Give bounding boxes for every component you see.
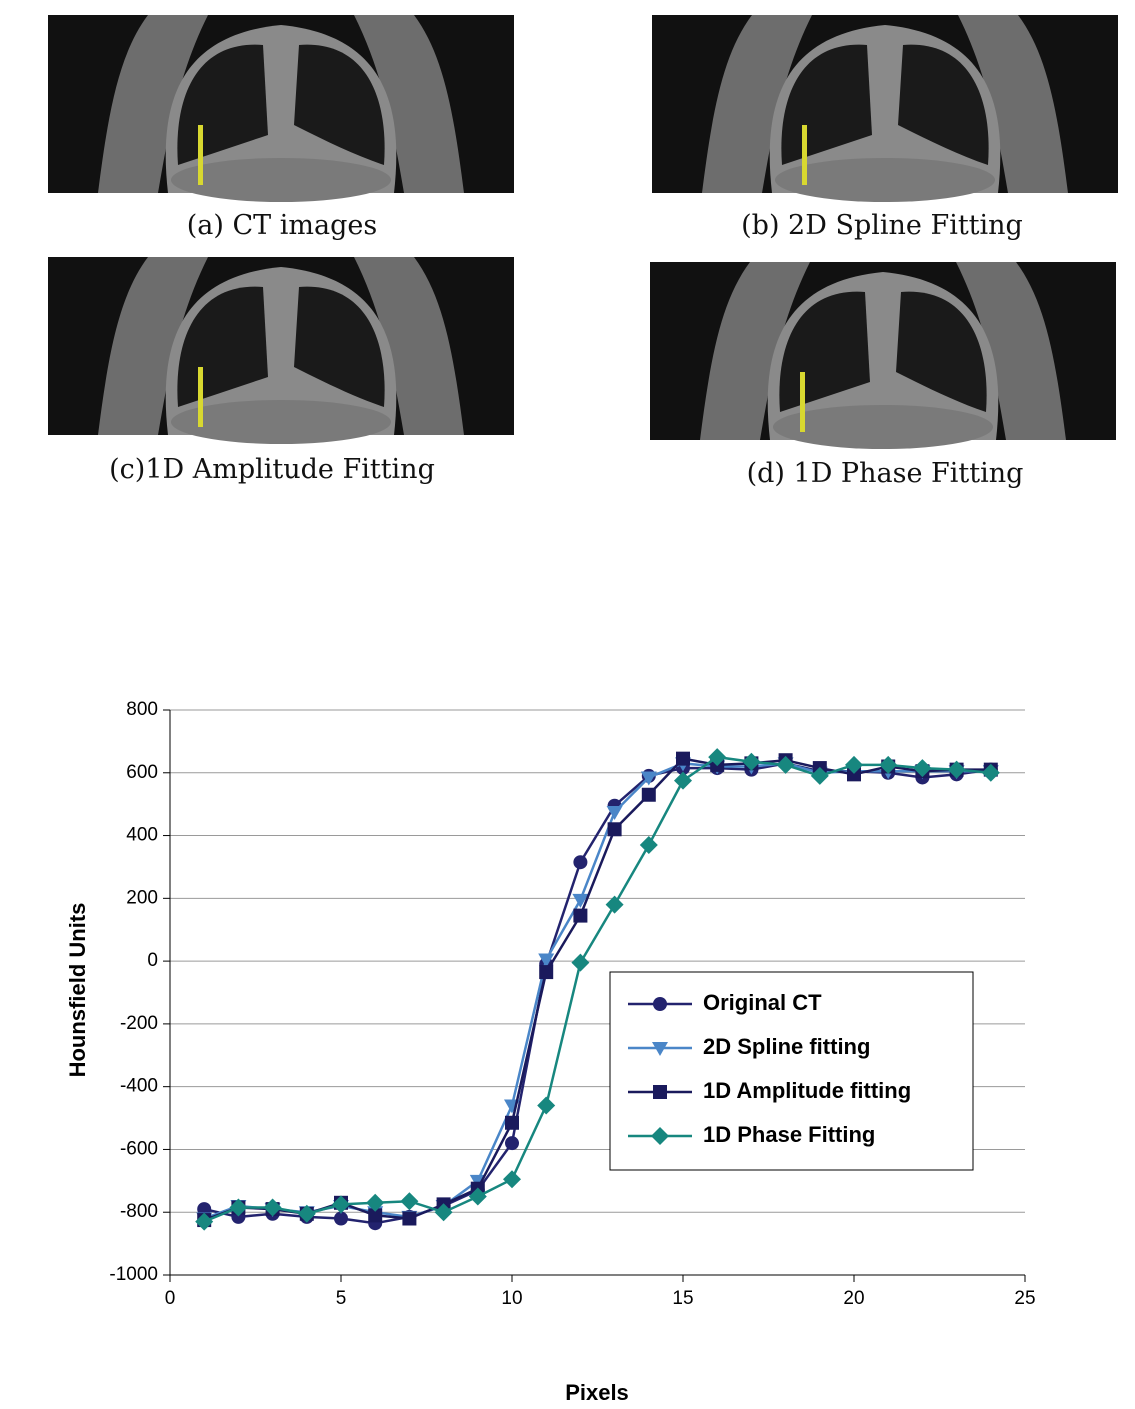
marker [608, 822, 622, 836]
x-axis-label: Pixels [565, 1380, 629, 1405]
y-tick-label: 0 [147, 950, 158, 971]
y-tick-label: -1000 [109, 1264, 158, 1285]
ct-image [48, 257, 514, 444]
caption: (b) 2D Spline Fitting [741, 210, 1023, 241]
y-tick-label: -200 [120, 1013, 158, 1034]
y-tick-label: -400 [120, 1076, 158, 1097]
ct-image [48, 15, 514, 202]
marker [539, 965, 553, 979]
legend-label: 1D Phase Fitting [703, 1122, 875, 1147]
y-tick-label: -600 [120, 1138, 158, 1159]
legend-label: 1D Amplitude fitting [703, 1078, 911, 1103]
y-tick-label: 600 [126, 762, 158, 783]
marker [571, 954, 589, 972]
marker [503, 1170, 521, 1188]
ct-image [650, 262, 1116, 449]
marker [573, 855, 587, 869]
marker [402, 1212, 416, 1226]
marker [505, 1136, 519, 1150]
x-tick-label: 15 [672, 1288, 693, 1309]
ct-image [652, 15, 1118, 202]
figure: (a) CT images (b) 2D Spline Fitting (c)1… [0, 0, 1135, 1409]
caption: (a) CT images [187, 210, 377, 241]
marker [505, 1116, 519, 1130]
marker [537, 1097, 555, 1115]
marker [400, 1192, 418, 1210]
y-tick-label: 200 [126, 887, 158, 908]
x-tick-label: 20 [843, 1288, 864, 1309]
y-tick-label: -800 [120, 1201, 158, 1222]
marker [640, 836, 658, 854]
page: {"panels": [ {"caption": "(a) CT images"… [0, 0, 1135, 1409]
caption: (d) 1D Phase Fitting [747, 458, 1024, 489]
caption: (c)1D Amplitude Fitting [109, 454, 435, 485]
y-tick-label: 800 [126, 699, 158, 720]
marker [573, 909, 587, 923]
marker [674, 772, 692, 790]
x-tick-label: 0 [165, 1288, 176, 1309]
marker [653, 1085, 667, 1099]
x-tick-label: 10 [501, 1288, 522, 1309]
marker [642, 788, 656, 802]
marker [653, 997, 667, 1011]
y-tick-label: 400 [126, 825, 158, 846]
x-tick-label: 5 [336, 1288, 347, 1309]
y-axis-label: Hounsfield Units [65, 903, 90, 1078]
marker [676, 752, 690, 766]
legend-label: 2D Spline fitting [703, 1034, 870, 1059]
legend-label: Original CT [703, 990, 822, 1015]
x-tick-label: 25 [1014, 1288, 1035, 1309]
